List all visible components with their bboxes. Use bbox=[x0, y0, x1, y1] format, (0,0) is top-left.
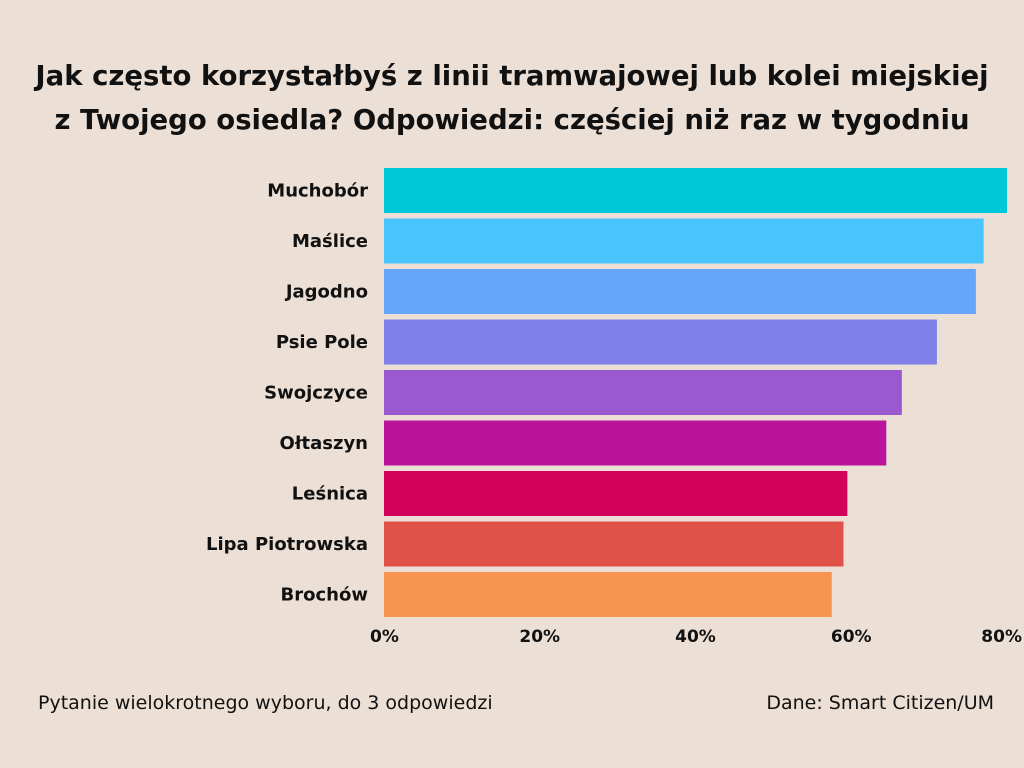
category-label: Swojczyce bbox=[264, 383, 368, 404]
bar-7 bbox=[384, 521, 844, 567]
bar-3 bbox=[384, 319, 937, 365]
category-label: Psie Pole bbox=[276, 332, 368, 353]
category-label: Lipa Piotrowska bbox=[206, 534, 368, 555]
bar-2 bbox=[384, 269, 976, 314]
bar-5 bbox=[384, 420, 887, 466]
x-tick-label: 0% bbox=[370, 627, 399, 647]
category-label: Jagodno bbox=[284, 282, 368, 303]
bar-0 bbox=[384, 168, 1007, 213]
category-label: Brochów bbox=[281, 585, 368, 606]
chart-title-line-1: Jak często korzystałbyś z linii tramwajo… bbox=[35, 60, 989, 92]
bar-8 bbox=[384, 572, 832, 617]
category-label: Ołtaszyn bbox=[280, 433, 368, 454]
footer-source: Dane: Smart Citizen/UM bbox=[766, 692, 994, 714]
footer-note: Pytanie wielokrotnego wyboru, do 3 odpow… bbox=[38, 692, 493, 714]
chart-title: Jak często korzystałbyś z linii tramwajo… bbox=[0, 54, 1024, 142]
x-tick-label: 80% bbox=[981, 627, 1022, 647]
bar-6 bbox=[384, 471, 848, 516]
bar-4 bbox=[384, 370, 902, 415]
bar-1 bbox=[384, 218, 984, 264]
category-label: Muchobór bbox=[267, 181, 368, 202]
category-label: Leśnica bbox=[292, 484, 368, 505]
x-tick-label: 60% bbox=[831, 627, 872, 647]
category-label: Maślice bbox=[292, 231, 368, 252]
chart-title-line-2: z Twojego osiedla? Odpowiedzi: częściej … bbox=[54, 104, 970, 136]
x-tick-label: 40% bbox=[675, 627, 716, 647]
x-tick-label: 20% bbox=[519, 627, 560, 647]
